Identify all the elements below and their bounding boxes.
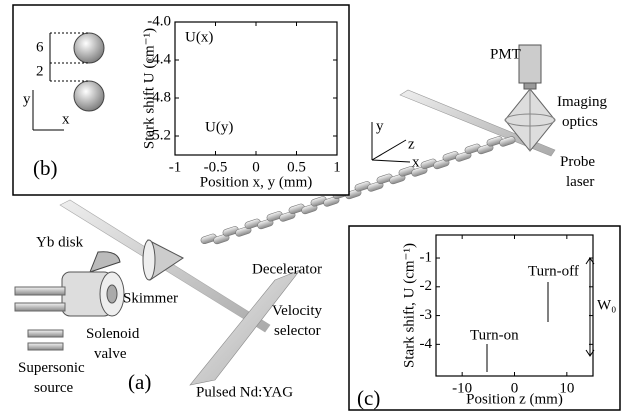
rod bbox=[244, 218, 261, 230]
rod bbox=[420, 158, 437, 170]
x-tick-label: 0.5 bbox=[287, 159, 306, 175]
electrode-inset bbox=[32, 32, 105, 131]
x-axis-label: Position z (mm) bbox=[466, 391, 563, 407]
imaging-optics-label: Imaging optics bbox=[557, 94, 607, 130]
x-tick-label: 10 bbox=[559, 380, 574, 396]
y-tick-label: -4.4 bbox=[147, 51, 171, 67]
annotation: Turn-off bbox=[528, 263, 579, 279]
y-tick-label: -4.0 bbox=[147, 13, 171, 29]
y-axis-label: Stark shift U (cm⁻¹) bbox=[141, 28, 157, 149]
annotation: Turn-on bbox=[470, 327, 519, 343]
skimmer-label: Skimmer bbox=[123, 290, 178, 306]
probe-laser-label: Probe laser bbox=[560, 154, 595, 190]
x-tick-label: 1 bbox=[333, 159, 341, 175]
y-tick-label: -3 bbox=[420, 307, 433, 323]
x-tick-label: -10 bbox=[452, 380, 472, 396]
annotation: (b) bbox=[33, 156, 58, 180]
decelerator bbox=[200, 136, 516, 245]
y-axis-label: Stark shift, U (cm⁻¹) bbox=[401, 243, 417, 368]
rod bbox=[310, 196, 327, 207]
series-label: U(x) bbox=[185, 29, 213, 45]
rod bbox=[376, 173, 393, 185]
rod bbox=[200, 233, 217, 245]
y-tick-label: -5.2 bbox=[147, 127, 171, 143]
lab-axes bbox=[371, 122, 411, 163]
panel-b-frame bbox=[12, 4, 350, 196]
rod bbox=[288, 203, 305, 215]
rod bbox=[398, 166, 415, 177]
probe-laser-beam bbox=[399, 89, 556, 157]
rod bbox=[499, 136, 516, 147]
pmt-label: PMT bbox=[490, 46, 521, 62]
pmt-assembly bbox=[504, 44, 556, 152]
rod bbox=[222, 226, 239, 237]
w0-arrow bbox=[585, 257, 595, 357]
x-tick-label: 0 bbox=[511, 380, 519, 396]
annotation: (c) bbox=[357, 386, 380, 410]
y-tick-label: -4 bbox=[420, 336, 433, 352]
yb-disk bbox=[89, 251, 121, 273]
y-tick-label: -1 bbox=[420, 249, 433, 265]
decelerator-label: Decelerator bbox=[252, 261, 322, 277]
gap-label: 2 bbox=[36, 63, 44, 79]
axis-x-label: x bbox=[412, 154, 420, 170]
rod bbox=[442, 151, 459, 162]
y-tick-label: -2 bbox=[420, 278, 433, 294]
inset-x-label: x bbox=[62, 111, 70, 127]
x-tick-label: -1 bbox=[169, 159, 182, 175]
skimmer bbox=[142, 239, 184, 281]
rod bbox=[486, 136, 503, 147]
x-tick-label: -0.5 bbox=[204, 159, 228, 175]
inset-y-label: y bbox=[23, 91, 31, 107]
rod bbox=[266, 211, 283, 222]
ndyag-beam bbox=[189, 269, 301, 386]
velocity-selector-label: Velocity selector bbox=[272, 303, 322, 339]
series-label: U(y) bbox=[205, 119, 233, 135]
rod bbox=[464, 143, 481, 155]
gap-label: 6 bbox=[36, 39, 44, 55]
supersonic-source-label: Supersonic source bbox=[18, 360, 85, 396]
rod bbox=[354, 181, 371, 192]
x-axis-label: Position x, y (mm) bbox=[200, 174, 313, 190]
axis-y-label: y bbox=[376, 118, 384, 134]
pulsed-laser-label: Pulsed Nd:YAG bbox=[196, 384, 293, 400]
supersonic-source bbox=[14, 271, 125, 351]
panel-c-frame bbox=[348, 225, 621, 411]
panel-label: (a) bbox=[128, 370, 151, 394]
x-tick-label: 0 bbox=[252, 159, 260, 175]
yb-disk-label: Yb disk bbox=[36, 234, 84, 250]
y-tick-label: -4.8 bbox=[147, 89, 171, 105]
annotation: W₀ bbox=[597, 297, 616, 313]
solenoid-valve-label: Solenoid valve bbox=[86, 326, 140, 362]
axis-z-label: z bbox=[408, 136, 415, 152]
